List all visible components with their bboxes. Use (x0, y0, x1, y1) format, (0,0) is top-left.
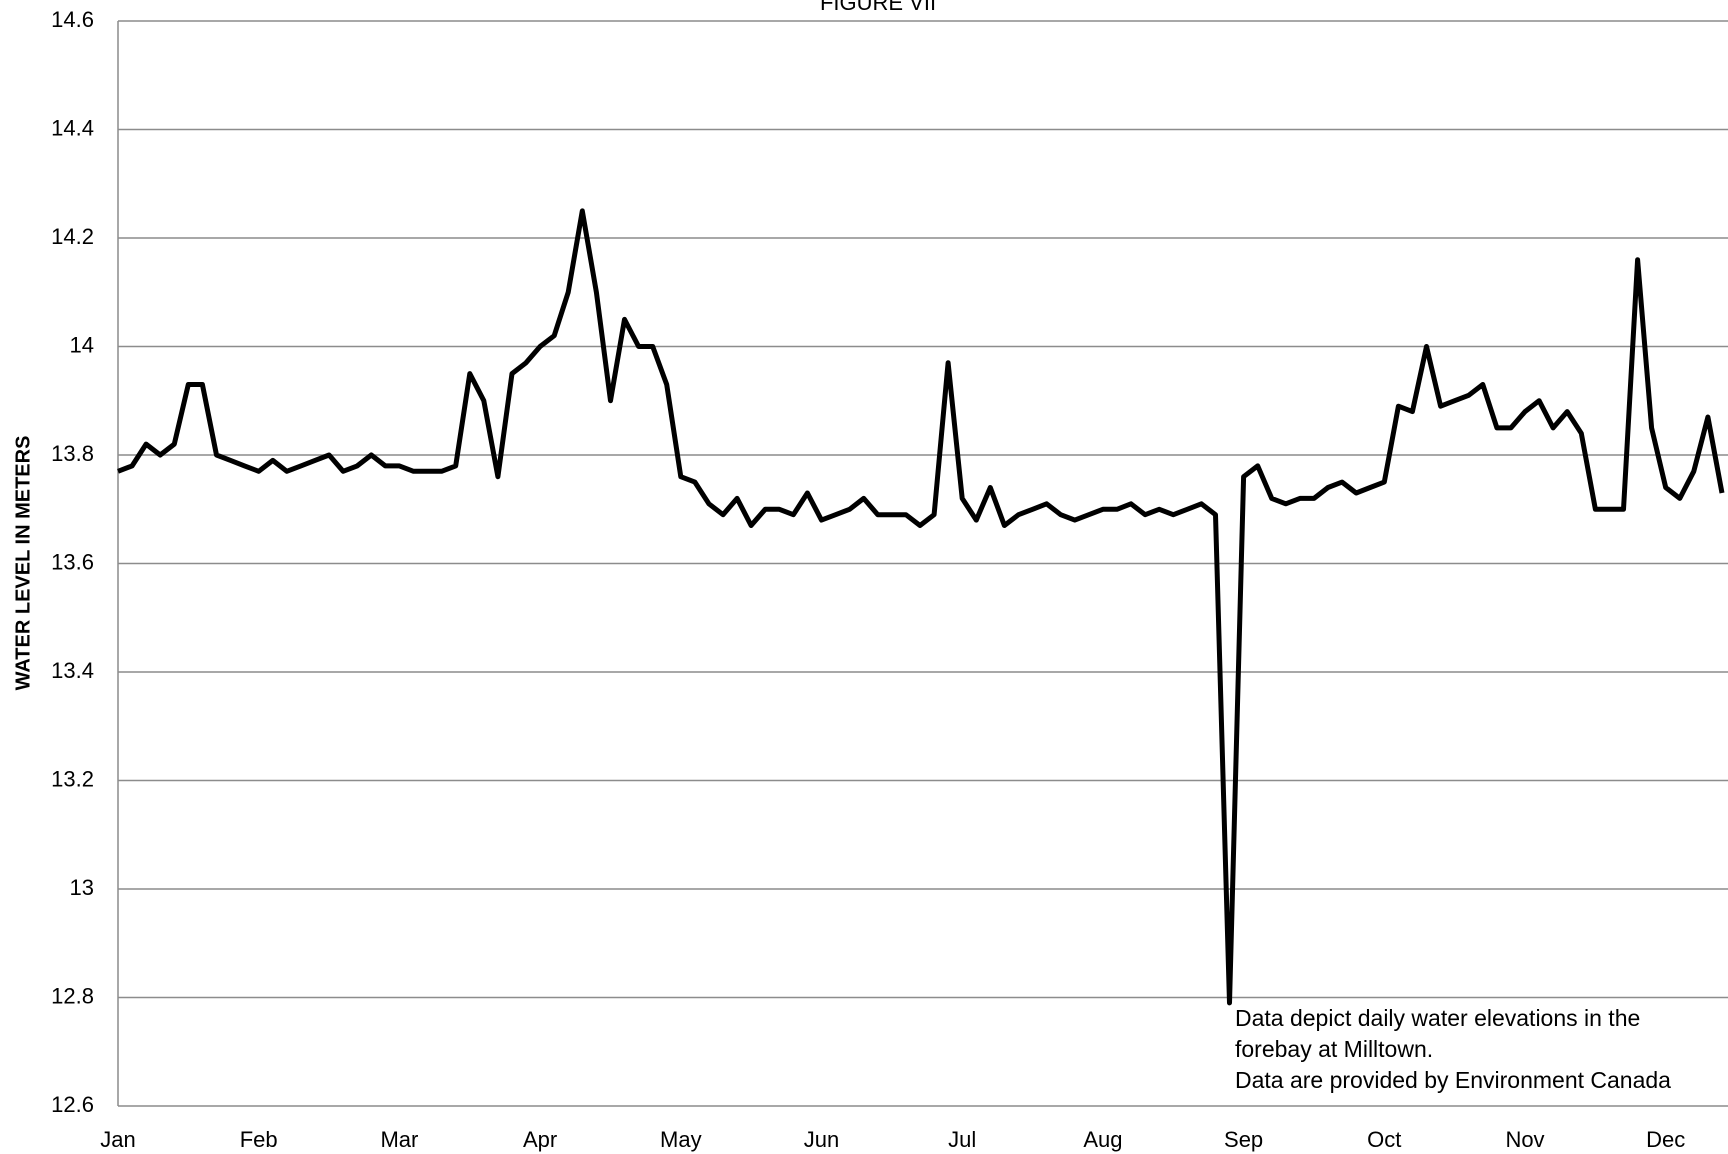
y-tick-label: 12.6 (51, 1092, 94, 1117)
y-tick-label: 13.8 (51, 441, 94, 466)
annotation: Data are provided by Environment Canada (1235, 1067, 1671, 1093)
annotation: Data depict daily water elevations in th… (1235, 1005, 1640, 1031)
x-tick-label: Jun (804, 1127, 839, 1152)
x-tick-label: Feb (240, 1127, 278, 1152)
x-tick-label: Nov (1505, 1127, 1544, 1152)
y-tick-label: 13.2 (51, 766, 94, 791)
x-tick-label: Dec (1646, 1127, 1685, 1152)
y-tick-label: 14.4 (51, 115, 94, 140)
y-tick-label: 13.4 (51, 658, 94, 683)
x-tick-label: Aug (1083, 1127, 1122, 1152)
y-axis-label: WATER LEVEL IN METERS (12, 436, 34, 691)
y-tick-label: 14 (70, 332, 94, 357)
y-tick-label: 14.6 (51, 7, 94, 32)
y-tick-label: 12.8 (51, 983, 94, 1008)
x-tick-label: Jan (100, 1127, 135, 1152)
data-line (117, 208, 1725, 1006)
x-tick-label: May (660, 1127, 702, 1152)
x-tick-label: Oct (1367, 1127, 1401, 1152)
x-tick-label: Apr (523, 1127, 557, 1152)
x-tick-label: Mar (380, 1127, 418, 1152)
annotation: forebay at Milltown. (1235, 1036, 1433, 1062)
y-tick-label: 13.6 (51, 549, 94, 574)
x-tick-label: Jul (948, 1127, 976, 1152)
x-tick-label: Sep (1224, 1127, 1263, 1152)
y-tick-label: 13 (70, 875, 94, 900)
y-tick-label: 14.2 (51, 224, 94, 249)
chart-title: FIGURE VII (820, 0, 936, 15)
